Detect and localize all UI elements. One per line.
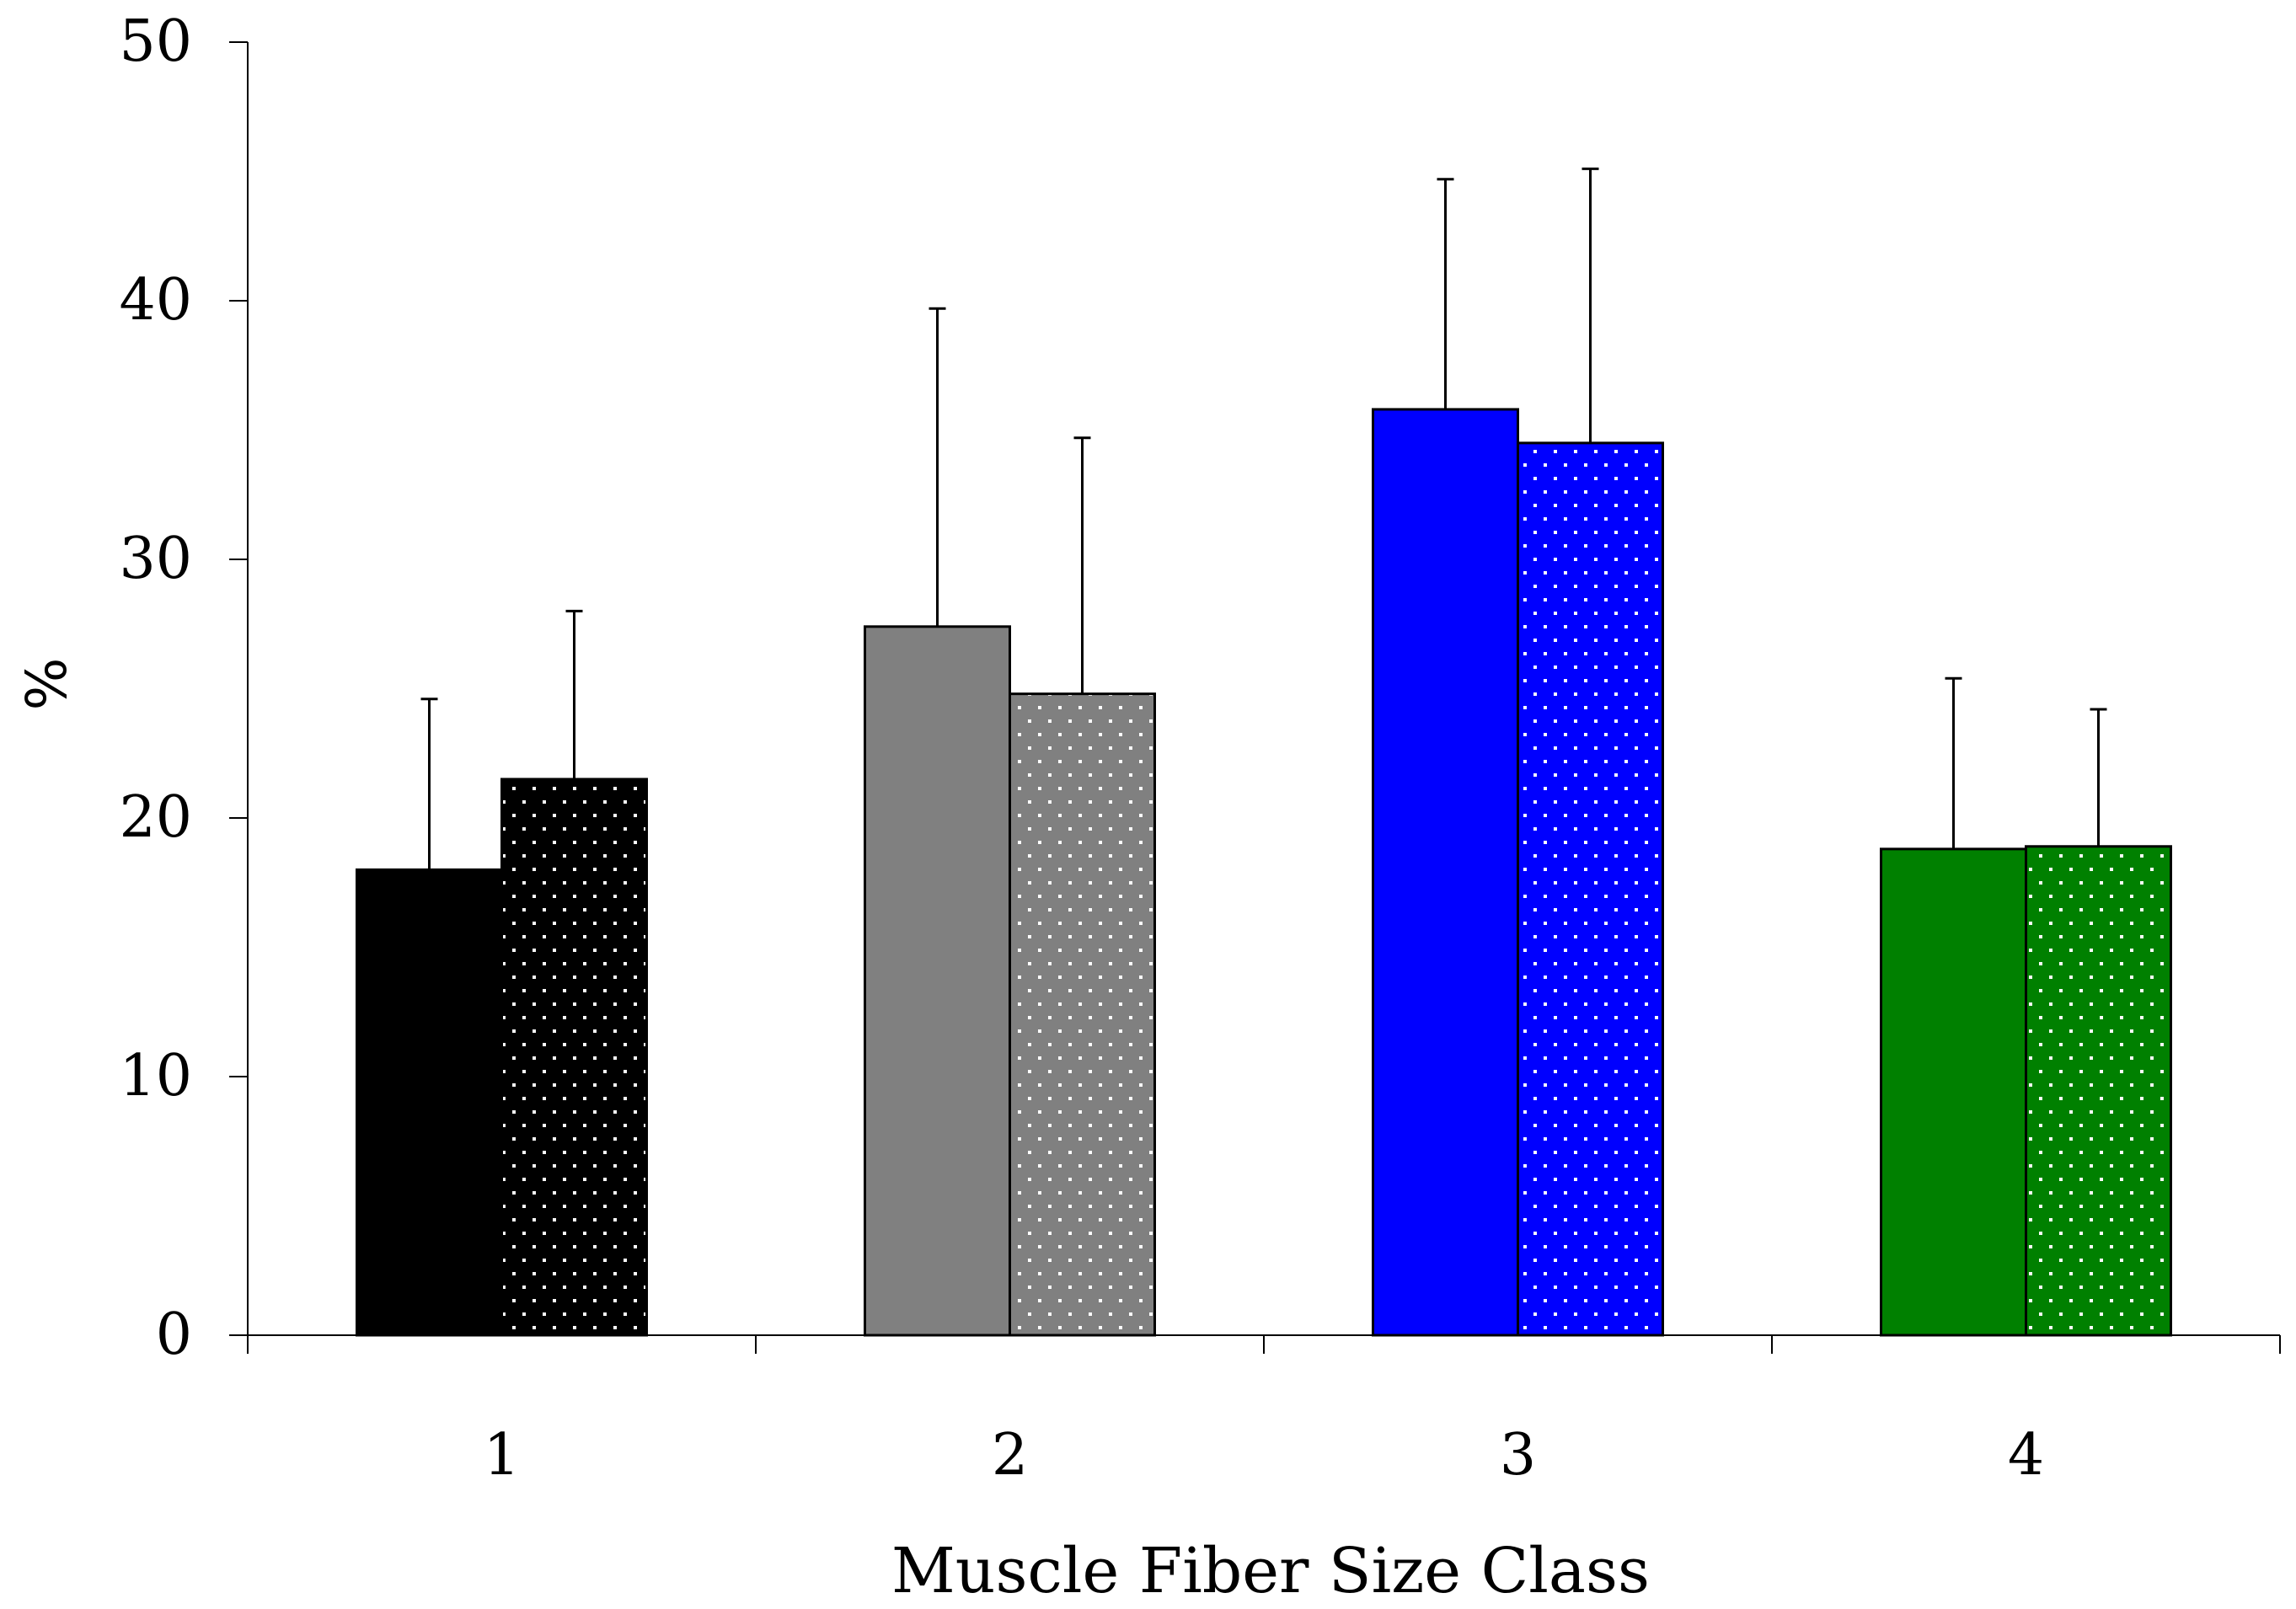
y-tick-label: 50 — [119, 8, 192, 75]
bars — [356, 408, 2172, 1337]
bar-solid-3 — [1372, 408, 1519, 1337]
y-tick-label: 10 — [119, 1043, 192, 1109]
y-tick-label: 20 — [119, 784, 192, 851]
bar-dotted-3 — [1517, 441, 1664, 1337]
bar-dotted-2 — [1009, 692, 1156, 1337]
y-tick-label: 40 — [119, 267, 192, 334]
x-tick-label: 4 — [2008, 1422, 2044, 1489]
x-tick-label: 1 — [484, 1422, 520, 1489]
bar-solid-2 — [864, 625, 1011, 1337]
labels: 0 10 20 30 40 50 1 2 3 4 Muscle Fiber Size Class% — [14, 8, 2044, 1607]
bar-dotted-1 — [500, 778, 648, 1337]
x-tick-label: 3 — [1500, 1422, 1536, 1489]
bar-dotted-4 — [2025, 845, 2172, 1337]
error-bars — [420, 167, 2107, 870]
y-tick-label: 30 — [119, 526, 192, 592]
x-axis-title: Muscle Fiber Size Class — [891, 1535, 1650, 1607]
y-axis-title: % — [14, 658, 79, 711]
bar-solid-1 — [356, 868, 503, 1337]
bar-solid-4 — [1880, 847, 2027, 1337]
x-tick-label: 2 — [992, 1422, 1028, 1489]
y-tick-label: 0 — [156, 1302, 192, 1368]
